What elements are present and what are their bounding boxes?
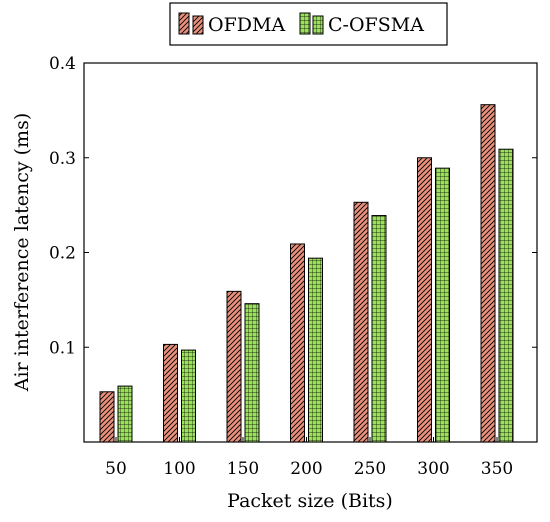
legend-swatch-cofsma-2	[312, 15, 324, 35]
y-tick-label: 0.3	[49, 149, 76, 169]
bars-group	[99, 104, 514, 443]
x-tick-label: 200	[290, 459, 322, 479]
bar-c-ofsma-50	[117, 385, 133, 443]
bar-c-ofsma-350	[498, 148, 514, 443]
bar-ofdma-150	[226, 290, 242, 443]
legend-swatch-cofsma	[299, 12, 311, 35]
bar-ofdma-100	[163, 343, 178, 443]
y-axis: 0.1 0.2 0.3 0.4	[49, 54, 537, 358]
bar-ofdma-200	[290, 243, 305, 443]
x-axis-title: Packet size (Bits)	[227, 490, 393, 512]
bar-c-ofsma-300	[435, 167, 450, 443]
x-tick-label: 350	[481, 459, 513, 479]
legend-label-ofdma: OFDMA	[208, 14, 285, 36]
x-tick-label: 150	[227, 459, 259, 479]
bar-c-ofsma-250	[371, 215, 387, 443]
legend-swatch-ofdma	[178, 12, 190, 35]
bar-ofdma-300	[417, 157, 432, 443]
bar-ofdma-350	[480, 104, 496, 443]
bar-c-ofsma-200	[308, 257, 323, 443]
y-tick-label: 0.4	[49, 54, 76, 74]
y-tick-label: 0.1	[49, 338, 76, 358]
x-tick-label: 100	[163, 459, 195, 479]
x-tick-label: 250	[354, 459, 386, 479]
legend-label-cofsma: C-OFSMA	[328, 14, 424, 36]
legend-swatch-ofdma-2	[192, 15, 204, 35]
bar-ofdma-250	[353, 201, 369, 443]
bar-c-ofsma-100	[181, 349, 196, 443]
bar-c-ofsma-150	[244, 303, 260, 443]
x-tick-label: 50	[105, 459, 127, 479]
y-axis-title: Air interference latency (ms)	[11, 113, 33, 393]
x-tick-label: 300	[417, 459, 449, 479]
y-tick-label: 0.2	[49, 244, 76, 264]
bar-ofdma-50	[99, 391, 115, 443]
x-axis: 50 100 150 200 250 300 350	[105, 437, 513, 479]
legend: OFDMA C-OFSMA	[169, 2, 448, 46]
